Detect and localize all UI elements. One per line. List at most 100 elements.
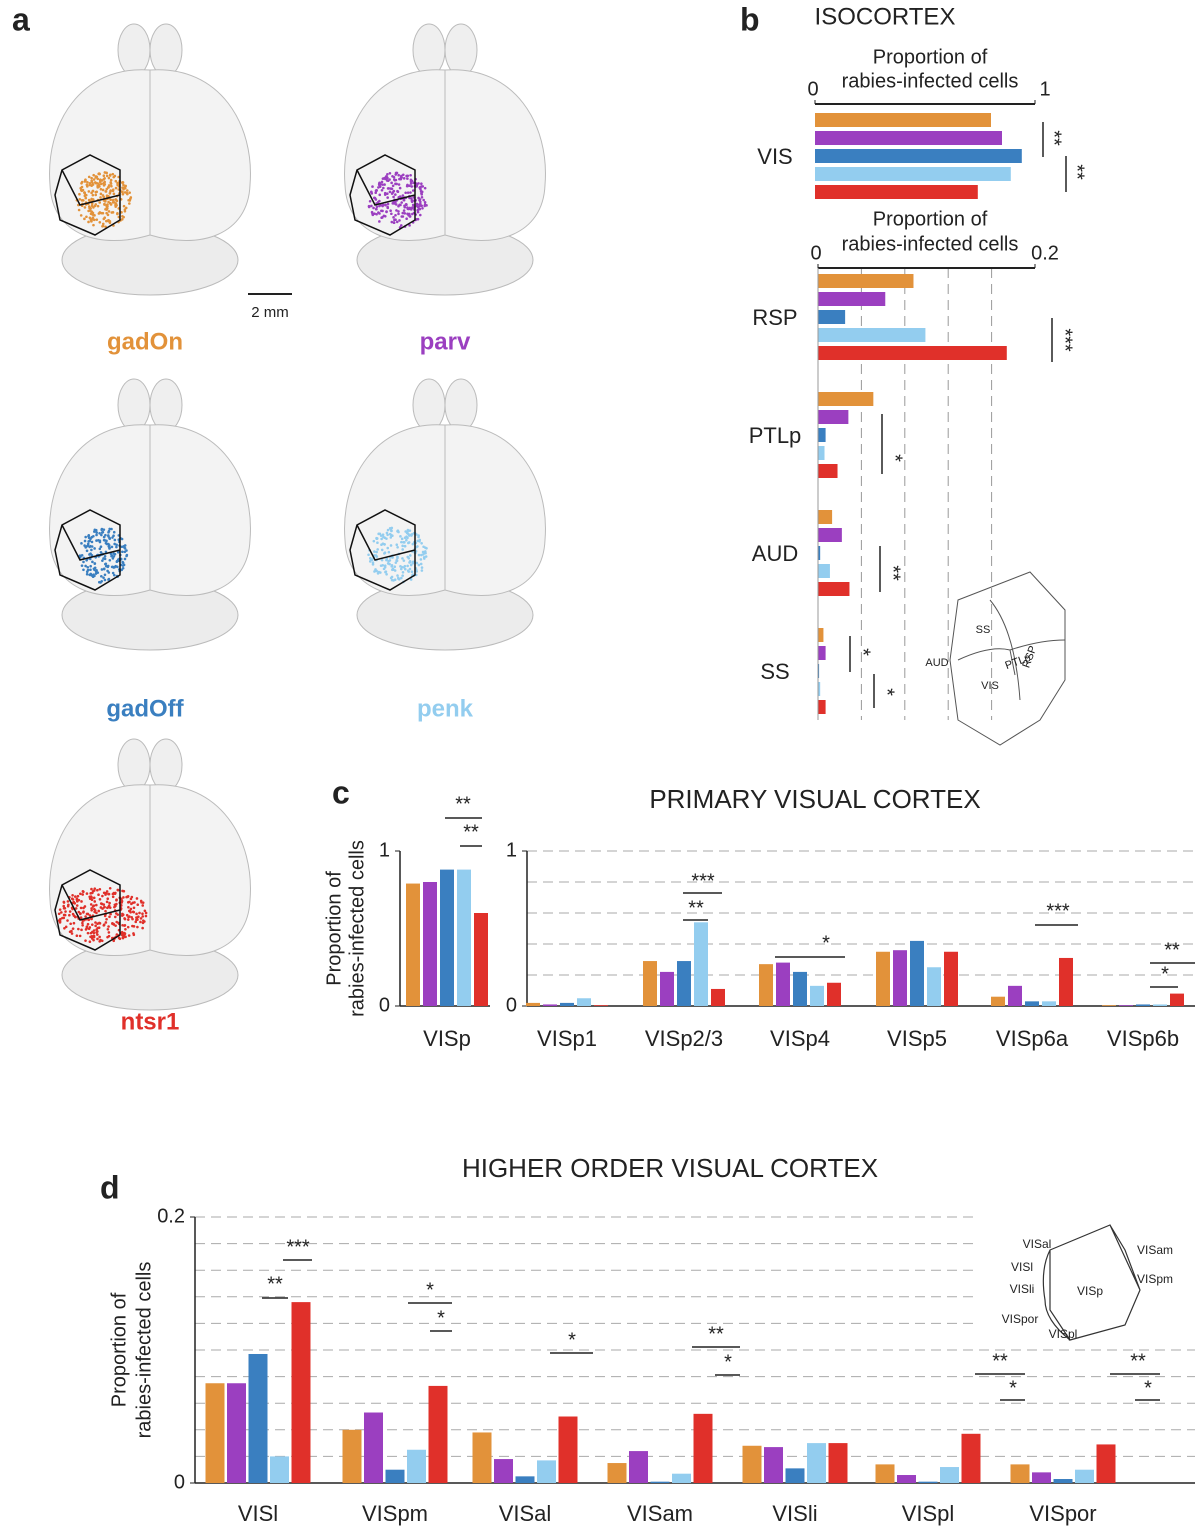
labelled-cell <box>123 924 126 927</box>
labelled-cell <box>390 526 394 530</box>
labelled-cell <box>406 564 409 568</box>
labelled-cell <box>136 925 139 929</box>
labelled-cell <box>106 927 110 931</box>
labelled-cell <box>420 185 423 188</box>
labelled-cell <box>390 212 393 216</box>
labelled-cell <box>96 888 99 892</box>
labelled-cell <box>85 925 89 929</box>
bar <box>577 998 591 1006</box>
labelled-cell <box>75 904 79 907</box>
inset-label: VISl <box>1011 1260 1033 1274</box>
labelled-cell <box>108 558 112 562</box>
brain-bulb <box>117 378 151 432</box>
bar <box>440 869 454 1006</box>
labelled-cell <box>103 183 107 186</box>
labelled-cell <box>410 197 413 200</box>
labelled-cell <box>378 212 381 215</box>
labelled-cell <box>90 179 93 183</box>
labelled-cell <box>401 173 405 177</box>
labelled-cell <box>417 207 421 211</box>
labelled-cell <box>423 200 427 204</box>
labelled-cell <box>118 937 122 941</box>
labelled-cell <box>383 536 387 540</box>
labelled-cell <box>121 186 124 189</box>
labelled-cell <box>112 552 116 555</box>
labelled-cell <box>390 187 394 191</box>
labelled-cell <box>382 186 385 190</box>
significance-label: * <box>1009 1377 1017 1399</box>
labelled-cell <box>80 564 84 567</box>
bar <box>918 1481 938 1483</box>
labelled-cell <box>420 566 424 569</box>
labelled-cell <box>107 904 111 907</box>
labelled-cell <box>393 569 397 572</box>
labelled-cell <box>83 905 87 908</box>
x-tick-label: VISl <box>238 1501 278 1526</box>
labelled-cell <box>101 188 105 192</box>
bar <box>818 274 914 288</box>
labelled-cell <box>123 191 127 194</box>
labelled-cell <box>405 535 408 538</box>
labelled-cell <box>107 934 111 938</box>
labelled-cell <box>112 534 115 538</box>
labelled-cell <box>98 180 102 184</box>
labelled-cell <box>90 202 94 206</box>
labelled-cell <box>372 539 376 543</box>
labelled-cell <box>91 575 95 579</box>
panel-label: c <box>332 774 350 810</box>
labelled-cell <box>74 907 78 910</box>
labelled-cell <box>402 559 406 562</box>
labelled-cell <box>105 917 108 921</box>
labelled-cell <box>101 530 105 534</box>
bar <box>643 961 657 1006</box>
labelled-cell <box>372 206 375 210</box>
labelled-cell <box>88 206 91 210</box>
labelled-cell <box>115 545 118 549</box>
bar <box>991 996 1005 1006</box>
labelled-cell <box>144 914 148 918</box>
labelled-cell <box>113 538 117 542</box>
labelled-cell <box>415 202 419 206</box>
labelled-cell <box>139 920 142 924</box>
labelled-cell <box>100 568 104 571</box>
labelled-cell <box>127 198 130 202</box>
bar <box>818 446 825 460</box>
y-tick-label: 1 <box>506 839 517 861</box>
labelled-cell <box>122 183 125 187</box>
labelled-cell <box>379 182 382 186</box>
labelled-cell <box>388 172 392 175</box>
labelled-cell <box>94 175 98 178</box>
labelled-cell <box>395 220 399 224</box>
significance-label: * <box>568 1329 576 1351</box>
bar <box>818 346 1007 360</box>
labelled-cell <box>74 895 77 898</box>
labelled-cell <box>70 932 74 935</box>
bar <box>205 1383 225 1483</box>
labelled-cell <box>98 178 102 182</box>
labelled-cell <box>78 934 82 938</box>
bar <box>815 185 978 199</box>
labelled-cell <box>102 535 106 539</box>
labelled-cell <box>105 542 109 546</box>
bar <box>1075 1469 1094 1483</box>
labelled-cell <box>78 197 82 201</box>
bar <box>785 1468 805 1483</box>
labelled-cell <box>129 907 133 911</box>
labelled-cell <box>59 917 62 921</box>
labelled-cell <box>80 928 83 932</box>
labelled-cell <box>107 892 110 896</box>
labelled-cell <box>99 545 103 549</box>
labelled-cell <box>89 903 93 906</box>
labelled-cell <box>79 912 82 915</box>
labelled-cell <box>87 175 91 179</box>
labelled-cell <box>409 563 413 567</box>
labelled-cell <box>108 906 112 909</box>
labelled-cell <box>141 904 145 907</box>
labelled-cell <box>105 194 109 197</box>
labelled-cell <box>128 909 132 913</box>
labelled-cell <box>68 913 71 917</box>
labelled-cell <box>62 901 66 904</box>
labelled-cell <box>367 205 371 209</box>
bar <box>815 167 1011 181</box>
labelled-cell <box>393 202 396 205</box>
